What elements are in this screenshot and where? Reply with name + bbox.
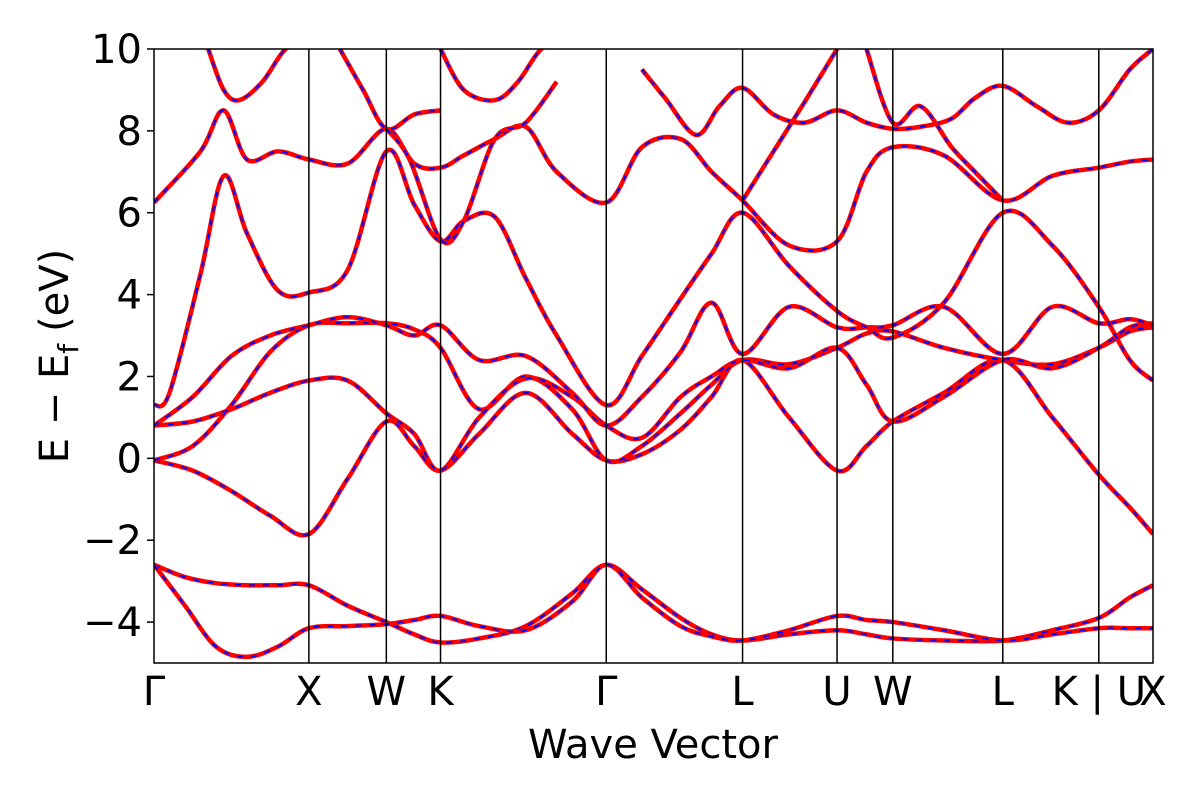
band-line-10-overlay <box>338 49 441 131</box>
x-tick-label-3: K <box>427 669 455 715</box>
y-tick-label-6: 8 <box>117 109 142 155</box>
y-axis-label-subscript: f <box>52 343 85 354</box>
y-axis-label-main: E − E <box>32 354 78 464</box>
y-tick-label-3: 2 <box>117 354 142 400</box>
y-axis-label-unit: (eV) <box>32 249 78 332</box>
band-line-9 <box>206 49 290 103</box>
y-axis-ticks: −4 −2 0 2 4 6 8 10 <box>83 27 154 646</box>
kpoint-separators <box>308 49 1100 663</box>
x-tick-label-2: W <box>367 669 407 715</box>
y-axis-label: E − Ef (eV) <box>32 249 85 464</box>
x-tick-label-1: X <box>295 669 322 715</box>
x-axis-label: Wave Vector <box>528 722 779 768</box>
y-tick-label-0: −4 <box>83 600 142 646</box>
plot-frame <box>153 48 1154 664</box>
x-tick-label-5: L <box>731 669 754 715</box>
band-line-3-overlay <box>154 358 1153 537</box>
y-tick-label-7: 10 <box>91 27 142 73</box>
band-line-5 <box>154 321 1153 473</box>
band-line-15 <box>864 49 1005 203</box>
x-tick-label-9: K | U <box>1052 669 1146 715</box>
y-tick-label-4: 4 <box>117 273 142 319</box>
band-line-11-overlay <box>439 49 543 102</box>
x-tick-label-8: L <box>992 669 1015 715</box>
band-line-1-overlay <box>154 563 1153 644</box>
band-line-2-overlay <box>154 563 1153 658</box>
x-tick-label-7: W <box>873 669 913 715</box>
band-line-4-overlay <box>154 321 1153 463</box>
x-tick-label-10: X <box>1139 669 1166 715</box>
y-tick-label-1: −2 <box>83 518 142 564</box>
band-line-7 <box>154 147 1153 409</box>
band-line-14-overlay <box>741 49 838 201</box>
x-tick-label-6: U <box>822 669 851 715</box>
y-tick-label-5: 6 <box>117 191 142 237</box>
x-tick-label-4: Γ <box>595 669 618 715</box>
band-line-6 <box>154 300 1153 428</box>
band-line-12-overlay <box>385 81 558 245</box>
y-tick-label-2: 0 <box>117 436 142 482</box>
band-line-8-overlay <box>154 109 1153 252</box>
x-tick-label-0: Γ <box>143 669 166 715</box>
